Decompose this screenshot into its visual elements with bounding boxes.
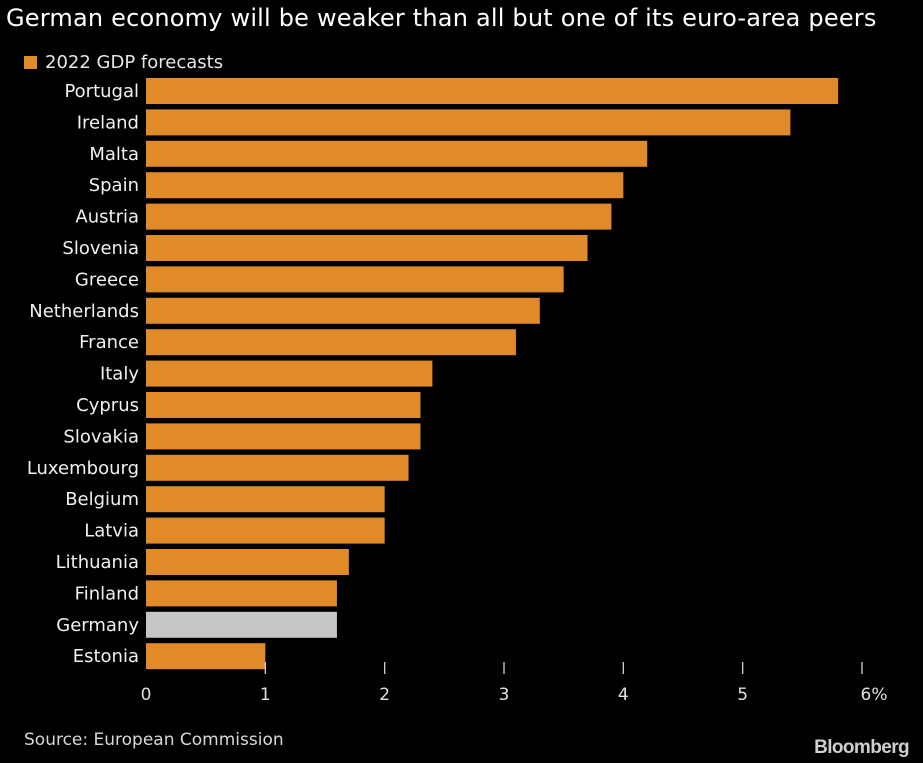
bar-portugal: [146, 78, 839, 104]
chart-title: German economy will be weaker than all b…: [6, 4, 877, 32]
category-label-estonia: Estonia: [73, 646, 139, 667]
category-label-austria: Austria: [75, 207, 139, 228]
bar-cyprus: [146, 392, 421, 418]
category-label-cyprus: Cyprus: [76, 395, 139, 416]
bar-belgium: [146, 486, 385, 513]
source-note: Source: European Commission: [24, 730, 284, 750]
x-tick-label: 5: [737, 685, 748, 705]
x-tick-label: 0: [141, 685, 152, 705]
category-label-luxembourg: Luxembourg: [27, 458, 139, 479]
bar-lithuania: [146, 549, 349, 575]
bar-greece: [146, 266, 564, 293]
x-tick-label: 2: [379, 685, 390, 705]
category-label-slovakia: Slovakia: [63, 426, 139, 447]
bar-germany: [146, 611, 337, 638]
bar-malta: [146, 140, 648, 167]
category-label-france: France: [79, 332, 139, 353]
bar-france: [146, 329, 516, 356]
x-tick-label: 3: [499, 685, 510, 705]
category-label-ireland: Ireland: [77, 112, 139, 133]
category-label-portugal: Portugal: [64, 81, 139, 102]
category-label-netherlands: Netherlands: [29, 301, 139, 322]
category-label-greece: Greece: [75, 269, 139, 290]
bar-spain: [146, 172, 624, 199]
bar-luxembourg: [146, 454, 409, 481]
bar-netherlands: [146, 297, 540, 324]
brand-logo: Bloomberg: [814, 737, 909, 758]
category-label-italy: Italy: [100, 364, 139, 385]
legend: 2022 GDP forecasts: [24, 52, 223, 73]
category-label-slovenia: Slovenia: [62, 238, 139, 259]
category-label-belgium: Belgium: [65, 489, 139, 510]
x-tick-label: 1: [260, 685, 271, 705]
bar-ireland: [146, 109, 791, 136]
bar-italy: [146, 360, 433, 387]
bar-latvia: [146, 517, 385, 544]
category-label-spain: Spain: [89, 175, 139, 196]
category-label-finland: Finland: [75, 583, 139, 604]
category-label-latvia: Latvia: [84, 521, 139, 542]
bar-slovakia: [146, 423, 421, 450]
x-tick-label: 4: [618, 685, 629, 705]
category-label-germany: Germany: [56, 615, 139, 636]
bar-austria: [146, 203, 612, 230]
legend-label: 2022 GDP forecasts: [45, 52, 224, 73]
x-tick-label: 6%: [861, 685, 888, 705]
bar-finland: [146, 580, 337, 607]
category-label-malta: Malta: [89, 144, 139, 165]
category-label-lithuania: Lithuania: [56, 552, 139, 573]
bar-estonia: [146, 643, 266, 670]
legend-swatch: [24, 56, 37, 69]
bar-slovenia: [146, 235, 588, 261]
